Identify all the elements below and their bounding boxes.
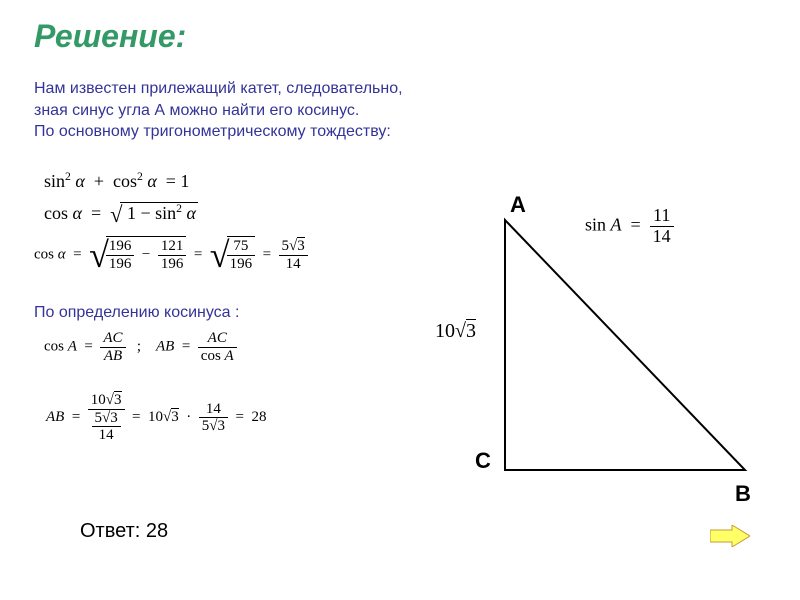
sinA-value: sin A = 11 14 xyxy=(585,206,674,247)
cos-def-label: По определению косинуса : xyxy=(34,304,239,322)
three-e: 3 xyxy=(217,417,225,434)
rhs-1: 1 xyxy=(180,171,189,191)
vertex-B: B xyxy=(735,481,751,507)
intro-line-2: зная синус угла А можно найти его косину… xyxy=(34,102,359,119)
alpha: α xyxy=(75,171,84,191)
three-f: 3 xyxy=(466,319,476,342)
ab-2: AB xyxy=(156,338,174,354)
result-28: 28 xyxy=(251,409,266,425)
next-arrow-icon[interactable] xyxy=(710,525,750,547)
ten-c: 10 xyxy=(435,320,455,342)
num-196: 196 xyxy=(106,238,135,256)
formula-cos-def: cos A = AC AB ; AB = AC cos A xyxy=(44,330,237,364)
sin-label-2: sin xyxy=(155,203,176,223)
sqrt-icon-9: √ xyxy=(455,320,466,342)
cos-label: cos xyxy=(113,171,137,191)
vertex-A: A xyxy=(510,192,526,218)
fourteen-c: 14 xyxy=(199,401,228,419)
triangle-diagram: A C B sin A = 11 14 10√3 xyxy=(445,200,765,490)
arrow-shape xyxy=(710,525,750,547)
formula-ab-calc: AB = 10√3 5√3 14 = 10√3 · 14 5√3 = 28 xyxy=(46,392,266,444)
formula-identity: sin2 α + cos2 α = 1 xyxy=(44,170,189,192)
fourteen-b: 14 xyxy=(92,427,121,444)
ac-2: AC xyxy=(198,330,237,348)
num-121: 121 xyxy=(158,238,187,256)
answer-text: Ответ: 28 xyxy=(80,520,168,543)
intro-line-1: Нам известен прилежащий катет, следовате… xyxy=(34,80,403,97)
five: 5 xyxy=(282,238,290,254)
sup-2b: 2 xyxy=(137,170,143,183)
frac-75-196: 75 196 xyxy=(227,238,256,272)
three: 3 xyxy=(297,237,305,254)
frac-5r3-14: 5√3 14 xyxy=(279,238,308,272)
three-c: 3 xyxy=(110,409,118,426)
den-196-c: 196 xyxy=(227,256,256,273)
A-2: A xyxy=(225,348,234,364)
frac-ac-ab: AC AB xyxy=(100,330,125,364)
frac-121-196: 121 196 xyxy=(158,238,187,272)
ac: AC xyxy=(100,330,125,348)
alpha-3: α xyxy=(186,203,195,223)
frac-big: 10√3 5√3 14 xyxy=(88,392,125,444)
A-3: A xyxy=(611,214,622,234)
den-196-b: 196 xyxy=(158,256,187,273)
semicolon: ; xyxy=(137,338,141,354)
intro-line-3: По основному тригонометрическому тождест… xyxy=(34,123,391,140)
A-letter: A xyxy=(68,338,77,354)
frac-inner: 5√3 14 xyxy=(92,410,121,444)
formula-cos-numeric: cos α = √ 196 196 − 121 196 = √ 75 196 =… xyxy=(34,236,308,272)
fourteen-d: 14 xyxy=(650,227,674,247)
sqrt-icon-7: √ xyxy=(163,409,171,425)
den-196: 196 xyxy=(106,256,135,273)
frac-14-5r3: 14 5√3 xyxy=(199,401,228,435)
three-d: 3 xyxy=(171,408,179,425)
cos-4: cos xyxy=(44,338,64,354)
triangle-shape xyxy=(505,220,745,470)
sqrt-wrap: √ 1 − sin2 α xyxy=(110,202,198,228)
cos-label-3: cos xyxy=(34,246,54,262)
fourteen: 14 xyxy=(279,256,308,273)
frac-196-196: 196 196 xyxy=(106,238,135,272)
side-ac-value: 10√3 xyxy=(435,320,476,343)
three-b: 3 xyxy=(114,391,122,408)
sup-2c: 2 xyxy=(176,202,182,215)
sin-label: sin xyxy=(44,171,65,191)
page-title: Решение: xyxy=(34,18,186,55)
ab-3: AB xyxy=(46,409,64,425)
frac-11-14: 11 14 xyxy=(650,206,674,247)
num-75: 75 xyxy=(227,238,256,256)
intro-text: Нам известен прилежащий катет, следовате… xyxy=(34,78,403,143)
sqrt-icon-5: √ xyxy=(106,392,114,408)
sup-2: 2 xyxy=(65,170,71,183)
cos-5: cos xyxy=(201,348,221,364)
alpha-4: α xyxy=(58,246,66,262)
ten-b: 10 xyxy=(148,409,163,425)
ten: 10 xyxy=(91,392,106,408)
frac-ac-cosa: AC cos A xyxy=(198,330,237,364)
five-b: 5 xyxy=(95,410,103,426)
alpha-2: α xyxy=(73,203,82,223)
sin-3: sin xyxy=(585,214,606,234)
vertex-C: C xyxy=(475,448,491,474)
formula-cos-sqrt: cos α = √ 1 − sin2 α xyxy=(44,202,198,228)
ab: AB xyxy=(100,348,125,365)
cos-label-2: cos xyxy=(44,203,68,223)
alpha-b: α xyxy=(147,171,156,191)
one: 1 xyxy=(127,203,136,223)
eleven: 11 xyxy=(650,206,674,227)
